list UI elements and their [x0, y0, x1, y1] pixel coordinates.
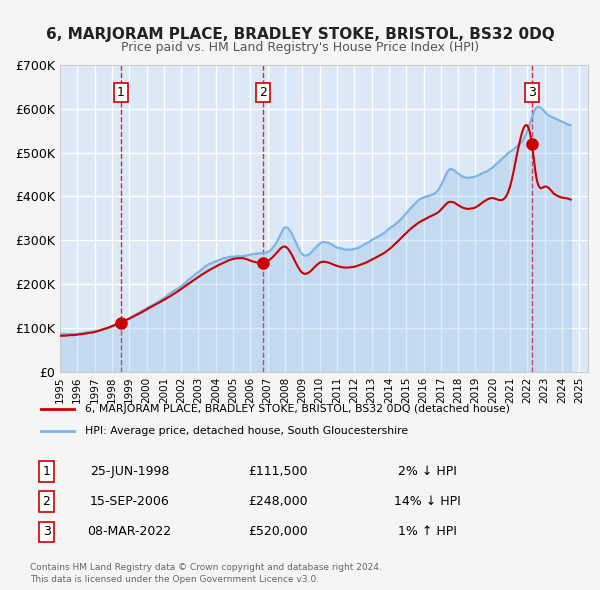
Text: 1: 1: [116, 86, 125, 99]
Text: 1: 1: [43, 465, 50, 478]
Text: 6, MARJORAM PLACE, BRADLEY STOKE, BRISTOL, BS32 0DQ (detached house): 6, MARJORAM PLACE, BRADLEY STOKE, BRISTO…: [85, 404, 510, 414]
Text: 08-MAR-2022: 08-MAR-2022: [87, 525, 172, 538]
Text: 2: 2: [43, 495, 50, 508]
Text: 2: 2: [259, 86, 268, 99]
Text: HPI: Average price, detached house, South Gloucestershire: HPI: Average price, detached house, Sout…: [85, 427, 409, 437]
Text: 1% ↑ HPI: 1% ↑ HPI: [398, 525, 457, 538]
Text: 3: 3: [43, 525, 50, 538]
Text: 15-SEP-2006: 15-SEP-2006: [89, 495, 169, 508]
Text: Price paid vs. HM Land Registry's House Price Index (HPI): Price paid vs. HM Land Registry's House …: [121, 41, 479, 54]
Text: £248,000: £248,000: [248, 495, 308, 508]
Text: 6, MARJORAM PLACE, BRADLEY STOKE, BRISTOL, BS32 0DQ: 6, MARJORAM PLACE, BRADLEY STOKE, BRISTO…: [46, 27, 554, 41]
Text: This data is licensed under the Open Government Licence v3.0.: This data is licensed under the Open Gov…: [30, 575, 319, 584]
Text: 2% ↓ HPI: 2% ↓ HPI: [398, 465, 457, 478]
Text: £111,500: £111,500: [248, 465, 308, 478]
Text: Contains HM Land Registry data © Crown copyright and database right 2024.: Contains HM Land Registry data © Crown c…: [30, 563, 382, 572]
Text: 3: 3: [528, 86, 536, 99]
Text: 14% ↓ HPI: 14% ↓ HPI: [394, 495, 461, 508]
Text: £520,000: £520,000: [248, 525, 308, 538]
Text: 25-JUN-1998: 25-JUN-1998: [89, 465, 169, 478]
